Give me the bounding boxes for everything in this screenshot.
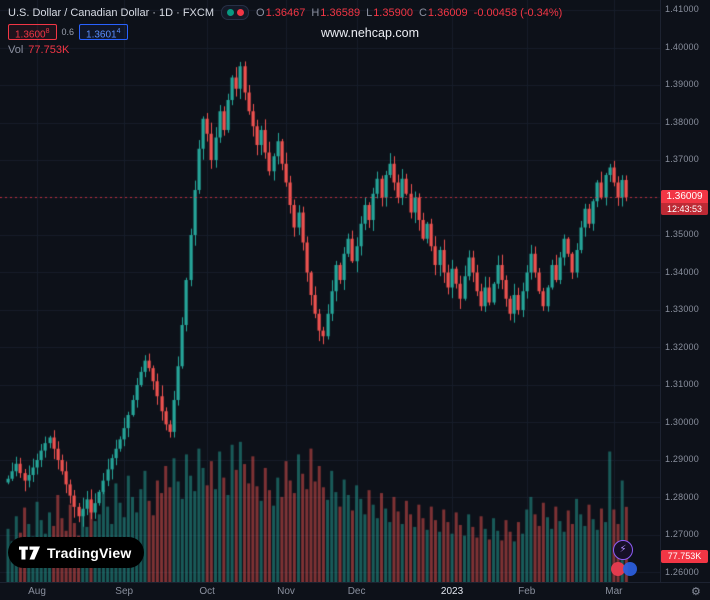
price-tick-label: 1.39000: [665, 79, 699, 89]
spread-value: 0.6: [61, 27, 75, 37]
chart-canvas[interactable]: [0, 0, 660, 582]
lightning-alert-icon[interactable]: ⚡: [613, 540, 633, 560]
price-tick-label: 1.38000: [665, 116, 699, 127]
buy-dot-icon: [226, 9, 234, 16]
price-tick-label: 1.29000: [665, 454, 699, 464]
close-label: C: [418, 6, 427, 19]
price-tick-label: 1.35000: [665, 229, 699, 239]
time-tick-label: Aug: [28, 586, 46, 597]
price-tick-label: 1.40000: [665, 41, 699, 52]
time-tick-label: 2023: [440, 586, 464, 597]
low-value: 1.35900: [373, 6, 413, 19]
quote-panel: 1.36008 0.6 1.36014: [8, 24, 128, 40]
price-tick-label: 1.27000: [665, 529, 699, 539]
time-tick-label: Mar: [605, 586, 623, 597]
settings-gear-icon[interactable]: ⚙: [691, 586, 701, 598]
tradingview-logo[interactable]: TradingView: [8, 537, 145, 568]
price-tick-label: 1.32000: [665, 341, 699, 352]
time-tick-label: Nov: [277, 586, 295, 597]
buy-button[interactable]: 1.36014: [79, 24, 128, 40]
broker-circles-icon[interactable]: [611, 561, 641, 577]
price-axis[interactable]: 1.41000 1.40000 1.39000 1.38000 1.37000 1.360…: [660, 0, 710, 582]
close-value: 1.36009: [427, 6, 468, 19]
chart-legend: U.S. Dollar / Canadian Dollar · 1D · FXC…: [8, 5, 562, 20]
tradingview-mark-icon: [19, 546, 40, 559]
watermark-text: www.nehcap.com: [321, 26, 419, 40]
sell-button[interactable]: 1.36008: [8, 24, 57, 40]
price-tick-label: 1.28000: [665, 491, 699, 502]
ohlc-readout: O 1.36467 H 1.36589 L 1.35900 C 1.36009 -0.0…: [256, 7, 562, 19]
sell-dot-icon: [236, 9, 244, 16]
broker-blue-circle: [623, 562, 637, 576]
price-tick-label: 1.37000: [665, 154, 699, 164]
time-axis[interactable]: Aug Sep Oct Nov Dec 2023 Feb Mar: [0, 582, 710, 600]
high-value: 1.36589: [320, 6, 361, 19]
price-tick-label: 1.33000: [665, 304, 699, 314]
price-tick-label: 1.31000: [665, 379, 699, 389]
volume-indicator-row: Vol 77.753K: [8, 44, 69, 56]
time-tick-label: Oct: [199, 586, 215, 597]
time-tick-label: Sep: [115, 586, 134, 597]
tradingview-logo-text: TradingView: [47, 544, 132, 561]
last-price-badge: 1.36009 12:43:53: [661, 190, 708, 216]
last-price-value: 1.36009: [666, 191, 703, 203]
price-tick-label: 1.34000: [665, 266, 699, 277]
low-label: L: [366, 6, 373, 19]
open-value: 1.36467: [265, 6, 306, 19]
open-label: O: [256, 6, 265, 19]
broker-red-circle: [611, 562, 625, 576]
volume-label: Vol: [8, 44, 24, 56]
symbol-title[interactable]: U.S. Dollar / Canadian Dollar · 1D · FXC…: [8, 6, 215, 19]
market-status-toggle[interactable]: [221, 5, 250, 20]
time-tick-label: Dec: [347, 586, 366, 597]
volume-value: 77.753K: [28, 44, 70, 56]
volume-axis-badge: 77.753K: [661, 550, 708, 563]
change-value: -0.00458 (-0.34%): [473, 6, 563, 19]
time-tick-label: Feb: [518, 586, 536, 597]
bar-countdown: 12:43:53: [661, 203, 708, 216]
high-label: H: [311, 6, 320, 19]
price-tick-label: 1.30000: [665, 416, 699, 427]
price-tick-label: 1.41000: [665, 4, 699, 14]
price-tick-label: 1.26000: [665, 566, 699, 577]
